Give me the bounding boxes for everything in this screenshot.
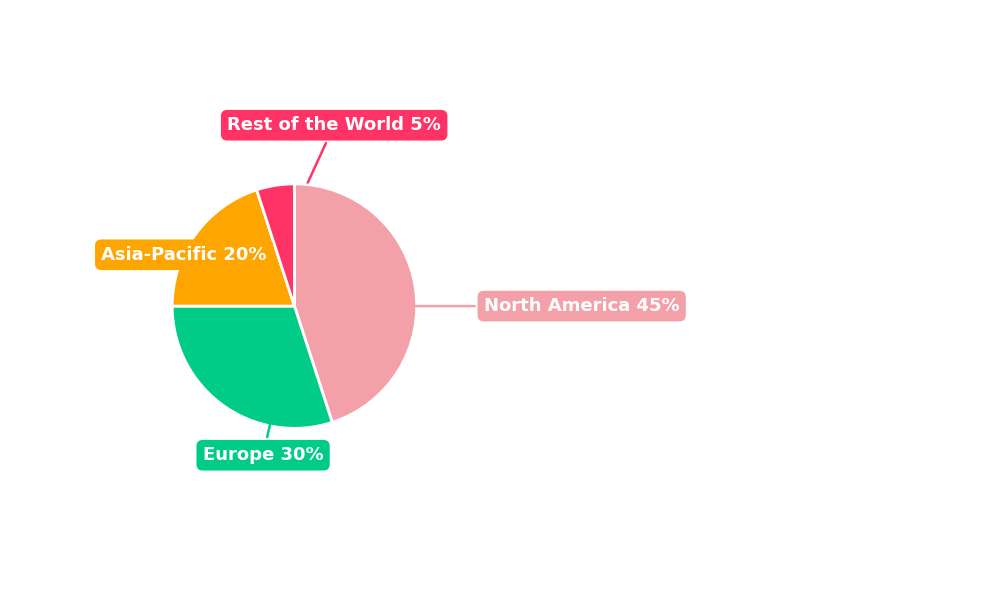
Wedge shape [294,184,417,422]
Wedge shape [172,306,332,428]
Text: Rest of the World 5%: Rest of the World 5% [227,116,441,182]
Text: Asia-Pacific 20%: Asia-Pacific 20% [101,246,267,272]
Wedge shape [257,184,294,306]
Text: Europe 30%: Europe 30% [203,416,323,464]
Text: North America 45%: North America 45% [373,297,680,315]
Wedge shape [172,190,294,306]
